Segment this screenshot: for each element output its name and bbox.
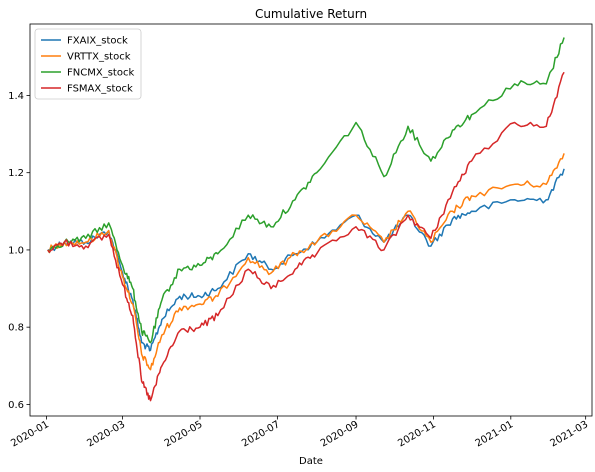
y-tick-label: 1.0 xyxy=(8,245,24,256)
x-tick-label: 2020-11 xyxy=(396,419,438,449)
y-tick-label: 1.4 xyxy=(8,91,24,102)
x-tick-label: 2020-07 xyxy=(240,419,282,449)
legend: FXAIX_stock VRTTX_stock FNCMX_stock FSMAX_s… xyxy=(34,28,142,100)
legend-label: FNCMX_stock xyxy=(67,68,134,79)
y-tick-label: 1.2 xyxy=(8,168,24,179)
legend-label: FXAIX_stock xyxy=(67,36,128,47)
series-line-vrttx-stock xyxy=(47,153,565,371)
legend-label: FSMAX_stock xyxy=(67,84,133,95)
series-line-fncmx-stock xyxy=(47,37,565,344)
chart-title: Cumulative Return xyxy=(255,7,367,21)
series-line-fxaix-stock xyxy=(47,168,565,352)
legend-frame xyxy=(34,28,142,100)
x-tick-label: 2020-05 xyxy=(163,419,205,449)
series-line-fsmax-stock xyxy=(47,71,565,402)
plot-frame xyxy=(29,23,593,417)
legend-label: VRTTX_stock xyxy=(67,52,131,63)
x-tick-label: 2020-01 xyxy=(9,419,51,449)
x-tick-label: 2021-01 xyxy=(474,419,516,449)
x-tick-label: 2020-03 xyxy=(85,419,127,449)
x-axis-label: Date xyxy=(299,456,323,467)
axes-layer: 0.6 0.8 1.0 1.2 1.4 2020-01 2020-03 2020-05 2020… xyxy=(8,91,590,450)
series-layer xyxy=(47,37,565,402)
x-tick-label: 2021-03 xyxy=(548,419,590,449)
y-tick-label: 0.6 xyxy=(8,400,24,411)
x-tick-label: 2020-09 xyxy=(319,419,361,449)
y-tick-label: 0.8 xyxy=(8,323,24,334)
